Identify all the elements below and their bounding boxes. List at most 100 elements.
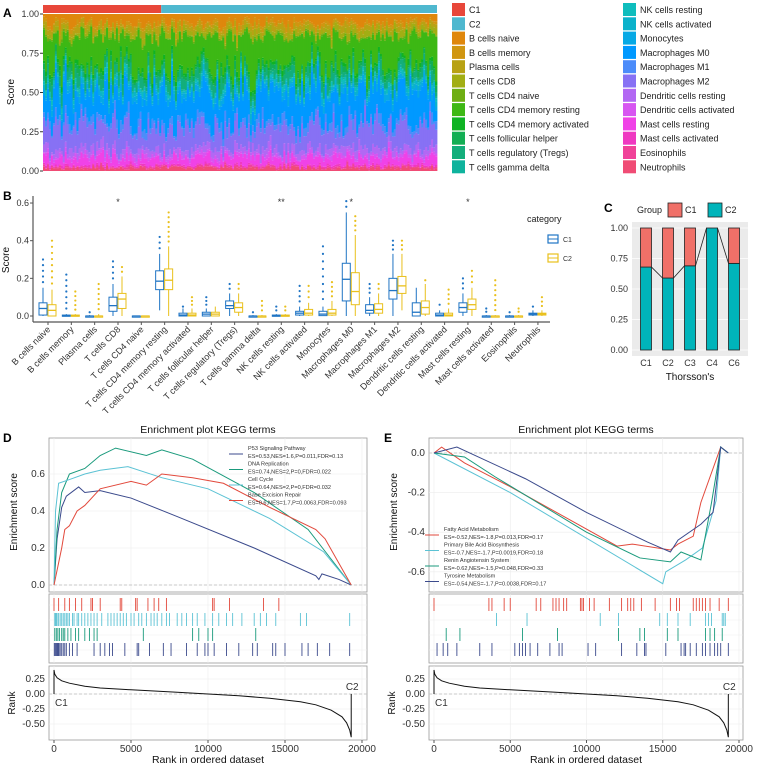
stack-segment — [409, 27, 412, 34]
y-tick-label: 0.4 — [16, 236, 29, 246]
stack-segment — [368, 89, 371, 92]
stack-segment — [405, 95, 408, 108]
stack-segment — [66, 22, 70, 26]
stack-segment — [381, 131, 385, 149]
stack-segment — [123, 167, 127, 168]
stack-segment — [417, 82, 420, 86]
legend-swatch — [623, 88, 636, 102]
stack-segment — [385, 18, 389, 22]
stack-segment — [411, 89, 414, 95]
outlier — [321, 297, 325, 301]
outlier — [97, 307, 100, 311]
stack-segment — [218, 161, 221, 165]
stack-segment — [176, 39, 180, 43]
stack-segment — [102, 79, 105, 89]
stack-segment — [401, 74, 404, 76]
stack-segment — [301, 23, 304, 27]
box-c1 — [108, 260, 118, 316]
stack-segment — [171, 154, 174, 158]
stack-segment — [127, 113, 131, 147]
stack-segment — [389, 14, 393, 25]
stack-segment — [409, 148, 412, 155]
stack-segment — [135, 103, 138, 134]
stack-segment — [202, 152, 205, 158]
stack-segment — [169, 95, 172, 97]
stack-segment — [308, 87, 312, 92]
stack-segment — [405, 107, 408, 116]
stack-segment — [234, 165, 237, 167]
stack-segment — [251, 99, 255, 102]
stack-segment — [356, 89, 359, 94]
stack-segment — [385, 80, 389, 89]
stack-segment — [234, 20, 237, 27]
stack-segment — [236, 88, 239, 92]
stack-segment — [293, 22, 296, 30]
stack-segment — [346, 24, 349, 34]
legend-swatch — [623, 31, 636, 45]
stack-segment — [216, 123, 219, 152]
stack-segment — [243, 31, 247, 56]
stack-segment — [50, 39, 54, 42]
stack-segment — [253, 36, 257, 39]
stack-segment — [94, 155, 97, 159]
stack-segment — [283, 143, 286, 151]
stack-segment — [316, 165, 320, 168]
stack-segment — [356, 93, 359, 96]
stack-segment — [273, 92, 276, 126]
stack-segment — [200, 32, 203, 35]
stack-segment — [151, 83, 154, 88]
stack-segment — [228, 25, 231, 30]
stack-segment — [131, 79, 135, 84]
stack-segment — [127, 67, 131, 82]
outlier — [354, 215, 357, 218]
stack-segment — [257, 154, 261, 167]
stack-segment — [352, 163, 355, 165]
stack-segment — [121, 168, 125, 171]
stack-segment — [74, 27, 77, 34]
stack-segment — [52, 154, 56, 160]
stack-segment — [301, 65, 304, 70]
stack-segment — [370, 151, 373, 155]
stack-segment — [375, 32, 379, 35]
stack-segment — [60, 87, 64, 93]
stack-segment — [159, 25, 162, 28]
stack-segment — [169, 166, 172, 168]
stack-segment — [62, 75, 66, 82]
stack-segment — [117, 96, 121, 100]
stack-segment — [109, 32, 113, 38]
stack-segment — [66, 154, 70, 159]
box-c1 — [435, 303, 445, 317]
stack-segment — [43, 81, 46, 85]
stack-segment — [387, 35, 391, 37]
stack-segment — [76, 33, 79, 36]
stack-segment — [312, 77, 316, 79]
stack-segment — [139, 30, 142, 38]
stack-segment — [281, 33, 284, 36]
stack-segment — [348, 150, 351, 155]
stack-segment — [375, 108, 379, 146]
stack-segment — [208, 150, 211, 164]
stack-segment — [283, 74, 286, 85]
stack-segment — [240, 144, 243, 152]
stack-segment — [364, 154, 367, 157]
stack-segment — [125, 25, 129, 28]
stack-segment — [395, 165, 398, 167]
stack-segment — [184, 168, 188, 170]
outlier — [41, 264, 45, 267]
stack-segment — [178, 86, 182, 91]
x-tick-label: C4 — [706, 358, 718, 368]
stack-segment — [222, 74, 225, 78]
stack-segment — [277, 156, 280, 159]
stack-segment — [111, 23, 115, 28]
stack-segment — [375, 28, 379, 33]
stack-segment — [220, 153, 223, 165]
stack-segment — [407, 92, 410, 96]
stack-segment — [62, 72, 66, 74]
stack-segment — [289, 129, 292, 154]
stack-segment — [370, 39, 373, 51]
stack-segment — [261, 40, 265, 43]
stack-segment — [253, 151, 257, 157]
stack-segment — [368, 91, 371, 94]
stack-segment — [417, 77, 420, 81]
stack-segment — [348, 81, 351, 106]
